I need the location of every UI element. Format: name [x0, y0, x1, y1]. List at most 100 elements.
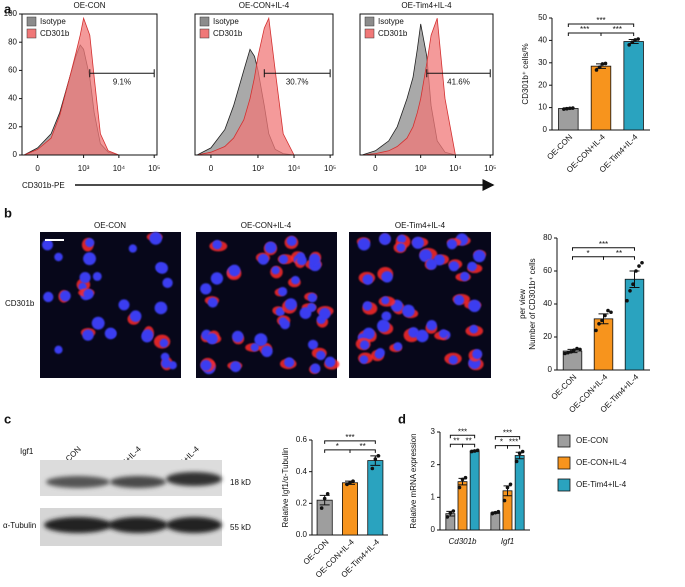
- nucleus: [160, 352, 170, 362]
- panel-label: d: [398, 411, 406, 426]
- significance-bracket: [349, 449, 376, 453]
- data-point: [566, 350, 570, 355]
- bar: [590, 65, 612, 131]
- nucleus: [161, 358, 171, 369]
- data-point: [562, 107, 566, 111]
- nucleus: [275, 307, 285, 317]
- nucleus: [296, 255, 307, 266]
- nucleus: [467, 261, 477, 272]
- nucleus: [149, 232, 163, 245]
- data-point: [475, 448, 480, 453]
- nucleus: [419, 249, 433, 263]
- nucleus: [278, 286, 288, 297]
- nucleus: [316, 350, 326, 361]
- y-axis-label: per view: [518, 289, 527, 319]
- significance-label: ***: [503, 429, 512, 438]
- y-tick-label: 40: [8, 94, 17, 103]
- x-tick-label: 10⁵: [148, 164, 160, 173]
- nucleus: [446, 239, 458, 250]
- data-point: [520, 449, 525, 454]
- nucleus: [91, 316, 105, 330]
- significance-bracket: [449, 434, 476, 439]
- legend-swatch: [26, 16, 37, 27]
- y-tick-label: 2: [431, 460, 436, 469]
- significance-label: *: [336, 442, 339, 451]
- plot-title: OE-CON: [74, 1, 106, 10]
- gate-label: 9.1%: [113, 77, 131, 86]
- data-point: [603, 313, 607, 318]
- nucleus: [154, 301, 168, 315]
- significance-bracket: [600, 32, 635, 37]
- y-tick-label: 20: [8, 122, 17, 131]
- plot-frame: [21, 13, 158, 156]
- significance-label: ***: [509, 438, 518, 447]
- x-tick-label: 0: [373, 164, 378, 173]
- nucleus: [310, 363, 321, 374]
- nucleus: [280, 319, 290, 330]
- data-point: [370, 466, 375, 471]
- nucleus: [271, 266, 280, 275]
- nucleus: [42, 239, 53, 251]
- y-tick-label: 0: [543, 125, 548, 134]
- nucleus: [118, 299, 130, 311]
- legend-label: CD301b: [378, 29, 408, 38]
- significance-label: *: [500, 438, 503, 447]
- y-tick-label: 3: [431, 427, 436, 436]
- x-tick-label: 0: [209, 164, 214, 173]
- nucleus: [448, 355, 458, 365]
- y-tick-label: 60: [543, 266, 552, 275]
- nucleus: [402, 304, 415, 318]
- x-tick-label: 10⁴: [113, 164, 126, 173]
- nucleus: [286, 236, 297, 247]
- x-tick-label: 10⁴: [449, 164, 462, 173]
- nucleus: [230, 361, 241, 373]
- data-point: [609, 310, 613, 315]
- western-blot: OE-CON OE-CON+IL-4 OE-Tim4+IL-4 Igf1 α-T…: [3, 444, 251, 546]
- nucleus: [448, 261, 460, 272]
- significance-label: **: [616, 249, 622, 258]
- data-point: [376, 454, 381, 458]
- plot-title: OE-CON+IL-4: [239, 1, 290, 10]
- y-tick-label: 50: [538, 13, 547, 22]
- nucleus: [357, 237, 371, 251]
- legend-label: OE-CON: [576, 436, 608, 445]
- y-tick-label: 0.4: [296, 467, 308, 476]
- plot-frame: [194, 13, 334, 156]
- y-tick-label: 0: [431, 525, 436, 534]
- y-tick-label: 80: [543, 233, 552, 242]
- significance-bracket: [462, 443, 476, 448]
- panel-label: c: [4, 411, 11, 426]
- nucleus: [232, 330, 244, 343]
- nucleus: [159, 338, 169, 348]
- data-point: [578, 347, 582, 352]
- significance-label: ***: [580, 25, 589, 34]
- nucleus: [469, 324, 479, 334]
- nucleus: [254, 333, 268, 347]
- data-point: [445, 515, 450, 519]
- nucleus: [261, 345, 273, 357]
- nucleus: [83, 252, 96, 266]
- nucleus: [257, 253, 269, 265]
- data-point: [493, 510, 498, 515]
- nucleus: [411, 236, 424, 249]
- data-point: [634, 269, 638, 273]
- nucleus: [206, 333, 218, 345]
- nucleus: [250, 343, 259, 352]
- data-point: [448, 511, 453, 515]
- x-tick-label: 10⁵: [484, 164, 496, 173]
- nucleus: [43, 291, 54, 303]
- significance-label: **: [360, 442, 366, 451]
- y-axis-label: Relative Igf1/α-Tubulin: [281, 448, 290, 528]
- data-point: [322, 496, 327, 501]
- nucleus: [278, 254, 289, 264]
- data-point: [514, 459, 519, 464]
- plot-title: OE-Tim4+IL-4: [401, 1, 452, 10]
- gate-label: 30.7%: [286, 77, 309, 86]
- gate: [263, 69, 331, 78]
- nucleus: [381, 311, 392, 322]
- histogram-area: [361, 18, 456, 156]
- nucleus: [59, 290, 71, 302]
- data-point: [600, 318, 604, 323]
- nucleus: [453, 294, 465, 306]
- nucleus: [473, 249, 486, 263]
